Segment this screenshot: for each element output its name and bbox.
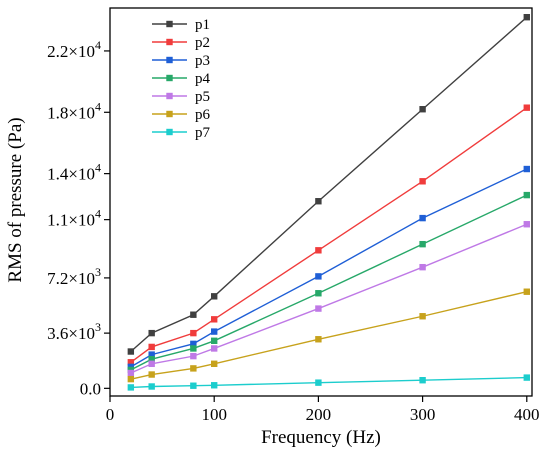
data-point-p3 (419, 214, 426, 222)
data-point-p3 (523, 165, 530, 173)
data-point-p7 (523, 374, 530, 381)
x-tick-label: 100 (201, 405, 227, 424)
data-point-p4 (419, 240, 426, 248)
data-point-p2 (127, 359, 135, 366)
data-point-p4 (210, 337, 218, 344)
legend-label: p1 (195, 17, 210, 33)
data-point-p1 (210, 293, 218, 300)
data-point-p1 (148, 329, 155, 337)
legend-item-p5: p5 (152, 89, 210, 105)
x-tick-label: 0 (106, 405, 115, 424)
legend-label: p7 (195, 125, 211, 141)
data-point-p7 (210, 382, 218, 389)
data-point-p3 (190, 340, 197, 348)
x-tick-label: 400 (514, 405, 540, 424)
data-point-p1 (127, 348, 135, 355)
data-point-p3 (148, 351, 155, 358)
series-p5 (127, 221, 530, 377)
legend-item-p2: p2 (152, 35, 210, 51)
y-tick-label: 1.8×104 (47, 99, 101, 122)
data-point-p6 (148, 371, 155, 378)
data-point-p2 (315, 247, 322, 254)
data-point-p7 (419, 377, 426, 384)
data-point-p1 (419, 106, 426, 113)
data-point-p7 (148, 383, 155, 390)
y-tick-label: 1.1×104 (47, 207, 101, 230)
y-tick-label: 2.2×104 (47, 38, 101, 61)
legend-item-p3: p3 (152, 53, 210, 69)
y-tick-label: 7.2×103 (47, 265, 101, 288)
legend-marker (166, 128, 173, 136)
legend-item-p1: p1 (152, 17, 210, 33)
data-point-p5 (190, 352, 197, 360)
y-tick-label: 3.6×103 (47, 320, 101, 343)
data-point-p1 (523, 14, 530, 21)
x-tick-label: 200 (306, 405, 332, 424)
legend-marker (166, 38, 173, 46)
data-point-p4 (148, 355, 155, 363)
data-point-p3 (315, 273, 322, 280)
legend-marker (166, 20, 173, 28)
data-point-p6 (315, 336, 322, 343)
data-point-p5 (210, 345, 218, 352)
data-point-p1 (190, 311, 197, 318)
data-point-p2 (523, 104, 530, 111)
legend-marker (166, 110, 173, 118)
data-point-p2 (419, 178, 426, 185)
data-point-p7 (315, 379, 322, 386)
y-axis-title: RMS of pressure (Pa) (5, 117, 26, 282)
series-line-p1 (130, 16, 528, 353)
data-point-p3 (210, 328, 218, 335)
data-point-p6 (419, 313, 426, 320)
data-point-p5 (148, 360, 155, 367)
data-point-p2 (210, 316, 218, 323)
data-point-p6 (523, 288, 530, 295)
legend-label: p6 (195, 107, 211, 123)
data-point-p7 (127, 384, 135, 391)
legend-label: p4 (195, 71, 211, 87)
axes: 0 100 200 300 400 0.0 3.6×103 7.2×103 1.1×104 1.4… (47, 7, 540, 424)
series-p7 (127, 374, 530, 391)
data-point-p5 (127, 369, 135, 377)
series-p1 (127, 14, 530, 355)
data-point-p4 (190, 345, 197, 352)
data-point-p5 (315, 305, 322, 312)
legend-label: p2 (195, 35, 210, 51)
legend-marker (166, 56, 173, 64)
data-point-p2 (148, 343, 155, 351)
data-point-p6 (190, 365, 197, 372)
y-tick-label: 0.0 (80, 379, 101, 398)
data-point-p1 (315, 198, 322, 205)
legend-item-p6: p6 (152, 107, 211, 123)
data-point-p2 (190, 329, 197, 337)
legend-label: p3 (195, 53, 210, 69)
data-point-p5 (419, 263, 426, 271)
legend: p1 p2 p3 p4 p5 p6 p7 (152, 17, 211, 141)
legend-marker (166, 74, 173, 82)
data-point-p5 (523, 221, 530, 228)
x-axis-title: Frequency (Hz) (261, 427, 381, 448)
y-tick-label: 1.4×104 (47, 161, 101, 184)
data-point-p6 (127, 375, 135, 383)
data-point-p4 (315, 290, 322, 297)
legend-item-p4: p4 (152, 71, 211, 87)
legend-label: p5 (195, 89, 210, 105)
legend-item-p7: p7 (152, 125, 211, 141)
data-point-p6 (210, 360, 218, 367)
plot-frame (109, 7, 533, 397)
series-group (127, 14, 530, 391)
series-p2 (127, 104, 530, 366)
data-point-p7 (190, 382, 197, 389)
series-line-p2 (130, 107, 528, 363)
data-point-p4 (523, 191, 530, 199)
series-p3 (127, 165, 530, 371)
legend-marker (166, 92, 173, 100)
series-p6 (127, 288, 530, 383)
x-tick-label: 300 (410, 405, 436, 424)
